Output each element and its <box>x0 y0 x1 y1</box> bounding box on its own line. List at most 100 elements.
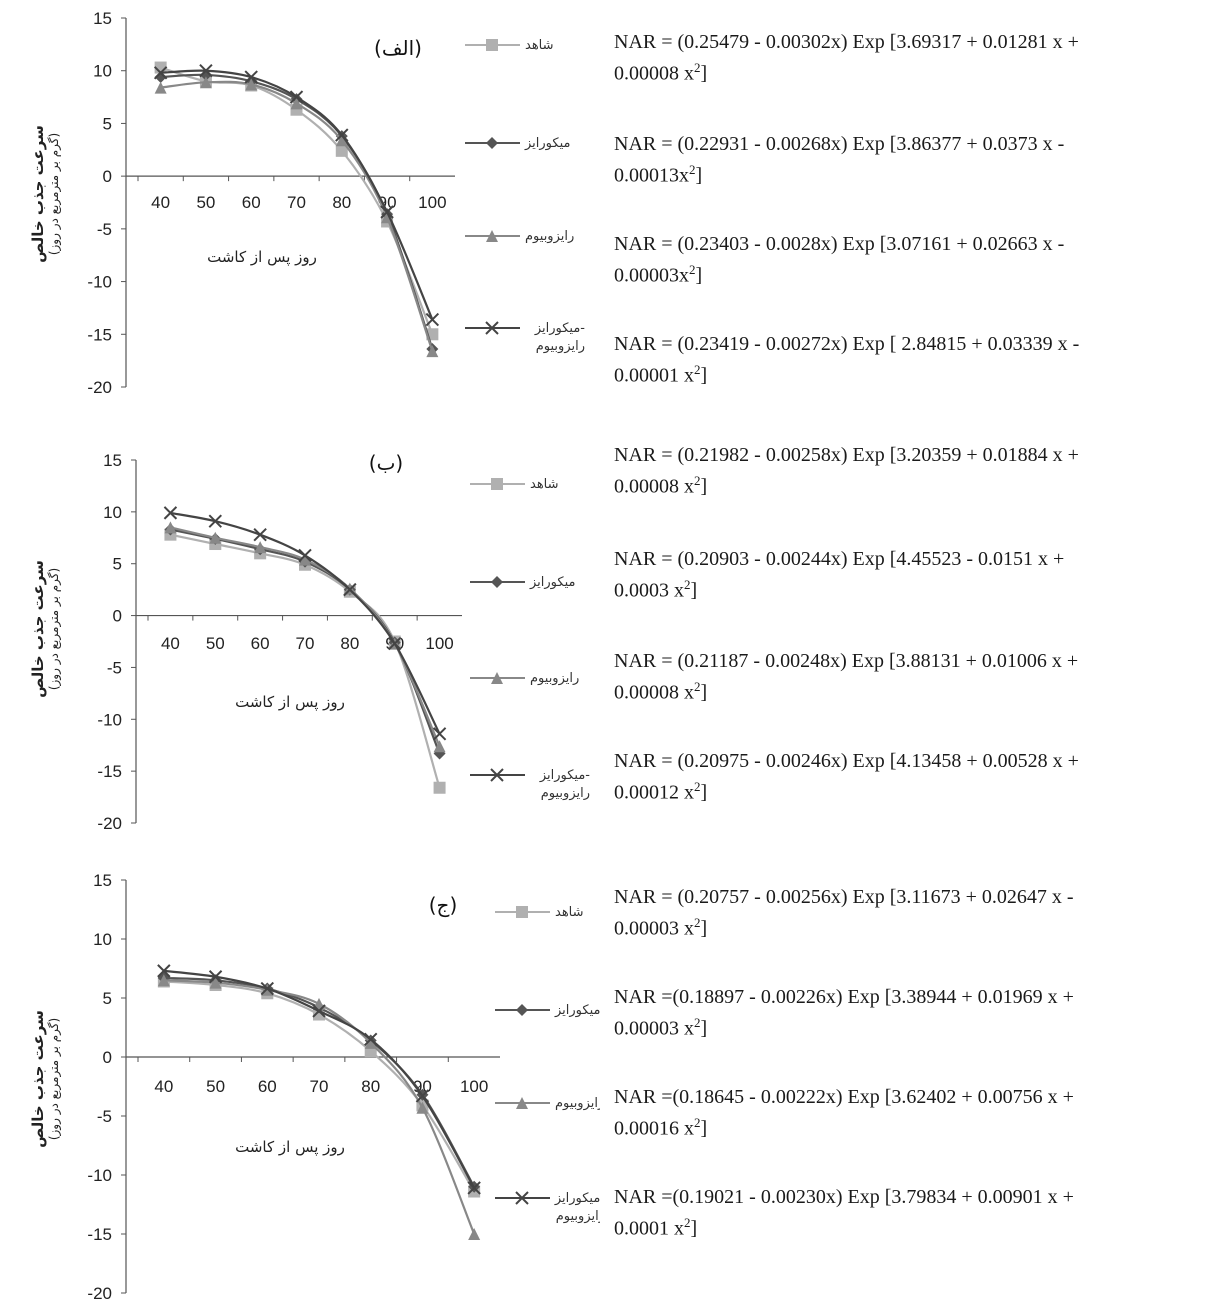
legend-marker <box>486 39 498 51</box>
series-point <box>299 553 311 566</box>
equation-line: NAR = (0.21982 - 0.00258x) Exp [3.20359 … <box>614 444 1079 466</box>
series-point <box>426 345 439 358</box>
equation-term: 0.00003 x <box>614 917 694 940</box>
equation-bracket: ] <box>700 1017 708 1040</box>
series-point <box>209 531 222 544</box>
equation-term: 0.00012 x <box>614 781 694 804</box>
equation-term: 0.00001 x <box>614 364 694 387</box>
equation-bracket: ] <box>700 62 708 85</box>
series-point <box>253 527 267 542</box>
equation-exponent: 2 <box>694 1015 701 1030</box>
legend-marker <box>491 672 503 684</box>
legend-marker <box>486 230 498 242</box>
series-point <box>388 636 402 651</box>
equation-line: 0.00008 x2] <box>614 674 1209 706</box>
series-point <box>433 740 446 753</box>
x-tick-label: 100 <box>425 634 453 653</box>
series-point <box>335 134 348 147</box>
equation-exponent: 2 <box>689 262 696 277</box>
x-tick-label: 40 <box>151 193 170 212</box>
chart-svg: 151050-5-10-15-20405060708090100شاهدمیکو… <box>97 451 590 833</box>
y-axis-title: سرعت جذب خالص <box>29 125 47 263</box>
x-tick-label: 50 <box>196 193 215 212</box>
x-tick-label: 40 <box>154 1077 173 1096</box>
series-point <box>432 727 447 741</box>
equation-exponent: 2 <box>694 779 701 794</box>
y-axis-unit: (گرم بر مترمربع در روز) <box>47 1017 61 1141</box>
series-line <box>170 533 441 789</box>
series-point <box>254 541 267 554</box>
x-tick-label: 100 <box>460 1077 488 1096</box>
equation-term: 0.00003 x <box>614 1017 694 1040</box>
y-axis-unit: (گرم بر مترمربع در روز) <box>47 567 61 691</box>
equation-exponent: 2 <box>689 162 696 177</box>
equation-line: 0.00008 x2] <box>614 468 1209 500</box>
series-point <box>154 71 167 84</box>
legend-label: میکورایز- <box>534 321 585 336</box>
x-tick-label: 70 <box>287 193 306 212</box>
y-tick-label: -15 <box>87 1225 112 1244</box>
y-tick-label: -10 <box>87 1166 112 1185</box>
equation-line: NAR = (0.23419 - 0.00272x) Exp [ 2.84815… <box>614 333 1080 355</box>
legend-label-cont: رایزوبیوم <box>556 1209 600 1224</box>
series-point <box>209 976 222 989</box>
equation-line: 0.0003 x2] <box>614 572 1209 604</box>
series-point <box>260 981 274 996</box>
x-tick-label: 60 <box>258 1077 277 1096</box>
y-tick-label: 10 <box>93 62 112 81</box>
regression-equation: NAR = (0.20975 - 0.00246x) Exp [4.13458 … <box>614 749 1209 806</box>
y-tick-label: -10 <box>97 710 122 729</box>
y-tick-label: 0 <box>103 167 112 186</box>
series-point <box>364 1032 378 1047</box>
series-point <box>335 144 348 157</box>
series-point <box>289 90 304 104</box>
legend-marker <box>516 1097 528 1109</box>
x-axis-label: روز پس از کاشت <box>235 693 345 712</box>
legend-marker <box>516 906 528 918</box>
y-tick-label: 0 <box>113 607 122 626</box>
regression-equation: NAR = (0.25479 - 0.00302x) Exp [3.69317 … <box>614 30 1209 87</box>
equation-bracket: ] <box>700 917 708 940</box>
chart-panel-a: 15 10 5 0 -5 -10 -15 -20 40 50 60 70 80 90 100 شاهد میکو… <box>0 0 1214 430</box>
x-tick-label: 70 <box>296 634 315 653</box>
equation-exponent: 2 <box>684 577 691 592</box>
series-point <box>157 964 171 978</box>
legend-marker <box>485 321 499 335</box>
equation-term: 0.00008 x <box>614 681 694 704</box>
equation-term: 0.00013x <box>614 164 689 187</box>
legend-label: شاهد <box>530 477 559 492</box>
equation-exponent: 2 <box>694 679 701 694</box>
equation-line: NAR = (0.22931 - 0.00268x) Exp [3.86377 … <box>614 133 1065 155</box>
legend-label: رایزوبیوم <box>530 671 579 686</box>
x-axis-label: روز پس از کاشت <box>235 1138 345 1157</box>
series-point <box>163 506 178 520</box>
legend-label: شاهد <box>525 38 554 53</box>
y-tick-label: 5 <box>113 555 122 574</box>
legend-label: میکورایز- <box>539 768 590 783</box>
legend-label: میکورایز <box>554 1003 600 1018</box>
legend-label: میکورایز <box>524 136 570 151</box>
legend-label-cont: رایزوبیوم <box>536 339 585 354</box>
series-point <box>154 81 167 94</box>
x-tick-label: 80 <box>361 1077 380 1096</box>
x-axis-label: روز پس از کاشت <box>207 248 317 267</box>
series-point <box>199 64 213 78</box>
series-point <box>208 970 223 984</box>
x-tick-label: 60 <box>242 193 261 212</box>
legend-marker <box>490 768 504 782</box>
legend-label: میکورایز- <box>554 1191 600 1206</box>
chart-panel-b: 151050-5-10-15-20405060708090100شاهدمیکو… <box>0 430 1214 860</box>
y-tick-label: -15 <box>87 325 112 344</box>
equation-line: NAR = (0.20975 - 0.00246x) Exp [4.13458 … <box>614 750 1079 772</box>
regression-equation: NAR =(0.18645 - 0.00222x) Exp [3.62402 +… <box>614 1085 1209 1142</box>
y-tick-label: -10 <box>87 273 112 292</box>
series-point <box>380 205 394 219</box>
y-tick-label: 15 <box>103 451 122 470</box>
equation-line: 0.00016 x2] <box>614 1110 1209 1142</box>
regression-equation: NAR = (0.20903 - 0.00244x) Exp [4.45523 … <box>614 547 1209 604</box>
series-point <box>335 128 349 142</box>
series-point <box>467 1181 481 1195</box>
y-axis-label: سرعت جذب خالص (گرم بر مترمربع در روز) <box>29 499 61 759</box>
equation-bracket: ] <box>700 681 708 704</box>
